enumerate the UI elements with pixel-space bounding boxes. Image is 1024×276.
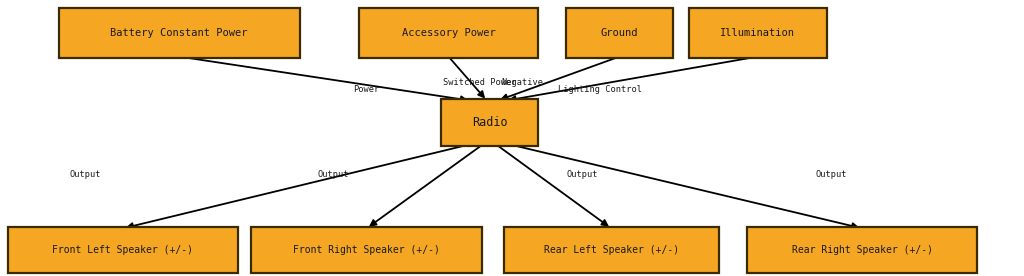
Text: Radio: Radio <box>472 116 507 129</box>
FancyBboxPatch shape <box>504 227 719 273</box>
Text: Switched Power: Switched Power <box>443 78 517 87</box>
Text: Output: Output <box>566 170 598 179</box>
Text: Power: Power <box>353 85 380 94</box>
FancyBboxPatch shape <box>746 227 977 273</box>
FancyBboxPatch shape <box>688 8 827 58</box>
FancyBboxPatch shape <box>358 8 539 58</box>
FancyBboxPatch shape <box>58 8 299 58</box>
Text: Front Left Speaker (+/-): Front Left Speaker (+/-) <box>52 245 194 255</box>
Text: Output: Output <box>815 170 847 179</box>
Text: Accessory Power: Accessory Power <box>401 28 496 38</box>
Text: Lighting Control: Lighting Control <box>558 85 642 94</box>
Text: Output: Output <box>70 170 101 179</box>
FancyBboxPatch shape <box>7 227 238 273</box>
FancyBboxPatch shape <box>565 8 674 58</box>
Text: Front Right Speaker (+/-): Front Right Speaker (+/-) <box>293 245 440 255</box>
Text: Rear Right Speaker (+/-): Rear Right Speaker (+/-) <box>792 245 933 255</box>
Text: Output: Output <box>317 170 349 179</box>
Text: Illumination: Illumination <box>720 28 796 38</box>
FancyBboxPatch shape <box>440 99 539 146</box>
Text: Ground: Ground <box>601 28 638 38</box>
Text: Negative: Negative <box>502 78 544 87</box>
FancyBboxPatch shape <box>252 227 482 273</box>
Text: Battery Constant Power: Battery Constant Power <box>111 28 248 38</box>
Text: Rear Left Speaker (+/-): Rear Left Speaker (+/-) <box>544 245 679 255</box>
